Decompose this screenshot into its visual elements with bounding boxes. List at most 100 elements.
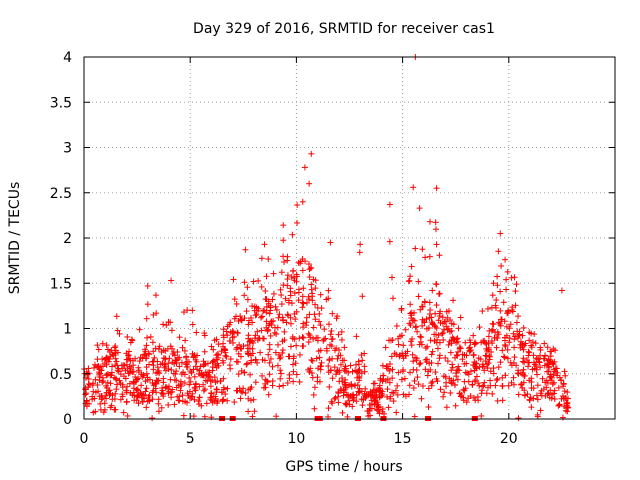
data-point — [425, 404, 432, 411]
data-point — [112, 355, 119, 362]
data-point — [386, 379, 393, 386]
data-point — [310, 391, 317, 398]
data-point — [99, 379, 106, 386]
data-point — [220, 359, 227, 366]
data-point — [389, 366, 396, 373]
data-point — [506, 335, 513, 342]
data-point — [422, 345, 429, 352]
data-point — [300, 285, 307, 292]
data-point — [442, 354, 449, 361]
data-point — [309, 297, 316, 304]
data-point — [356, 388, 363, 395]
data-point — [293, 371, 300, 378]
data-point — [235, 317, 242, 324]
data-point — [208, 343, 215, 350]
data-point — [188, 369, 195, 376]
data-point — [293, 271, 300, 278]
data-point — [395, 335, 402, 342]
data-point — [126, 369, 133, 376]
data-point — [329, 355, 336, 362]
data-point — [374, 399, 381, 406]
data-point — [165, 365, 172, 372]
data-point — [335, 399, 342, 406]
data-point — [107, 380, 114, 387]
data-point — [400, 342, 407, 349]
data-point — [452, 402, 459, 409]
data-point — [139, 398, 146, 405]
data-point — [301, 164, 308, 171]
data-point — [327, 331, 334, 338]
data-point — [390, 390, 397, 397]
data-point — [290, 368, 297, 375]
data-point — [370, 380, 377, 387]
data-point — [230, 329, 237, 336]
data-point — [402, 350, 409, 357]
data-point — [342, 376, 349, 383]
data-point — [474, 393, 481, 400]
data-point — [329, 375, 336, 382]
data-point — [333, 315, 340, 322]
data-point — [515, 391, 522, 398]
data-point — [279, 347, 286, 354]
data-point — [394, 382, 401, 389]
data-point — [564, 395, 571, 402]
y-tick-label: 4 — [63, 50, 72, 66]
data-point — [287, 343, 294, 350]
data-point — [331, 395, 338, 402]
data-point — [521, 387, 528, 394]
data-point — [465, 371, 472, 378]
data-point — [361, 350, 368, 357]
data-point — [325, 363, 332, 370]
data-point — [184, 399, 191, 406]
data-point — [158, 349, 165, 356]
data-point — [294, 219, 301, 226]
data-point — [117, 380, 124, 387]
data-point — [184, 307, 191, 314]
data-point — [136, 358, 143, 365]
data-point — [406, 277, 413, 284]
data-point — [492, 382, 499, 389]
data-point — [182, 337, 189, 344]
data-point — [416, 205, 423, 212]
data-point — [169, 388, 176, 395]
data-point — [150, 366, 157, 373]
data-point — [226, 362, 233, 369]
data-point — [526, 337, 533, 344]
data-point — [461, 387, 468, 394]
data-point — [459, 356, 466, 363]
data-point — [427, 337, 434, 344]
data-point — [250, 396, 257, 403]
data-point — [426, 299, 433, 306]
data-point — [435, 317, 442, 324]
data-point — [503, 323, 510, 330]
data-point — [349, 368, 356, 375]
data-point — [383, 365, 390, 372]
data-point — [97, 400, 104, 407]
data-point — [165, 360, 172, 367]
data-point — [189, 350, 196, 357]
data-point — [485, 339, 492, 346]
data-point — [149, 396, 156, 403]
data-point — [124, 333, 131, 340]
data-point — [292, 360, 299, 367]
data-point — [267, 302, 274, 309]
data-point — [280, 282, 287, 289]
data-point — [306, 266, 313, 273]
data-point — [299, 334, 306, 341]
data-point — [124, 412, 131, 419]
data-point — [448, 377, 455, 384]
data-point — [493, 304, 500, 311]
data-point — [456, 367, 463, 374]
data-point — [277, 375, 284, 382]
data-point — [519, 332, 526, 339]
data-point — [376, 394, 383, 401]
data-point — [407, 322, 414, 329]
data-point — [484, 305, 491, 312]
data-point — [295, 297, 302, 304]
data-point — [266, 359, 273, 366]
data-point — [126, 348, 133, 355]
data-point — [323, 345, 330, 352]
data-point — [318, 305, 325, 312]
data-point — [135, 364, 142, 371]
data-point — [410, 358, 417, 365]
